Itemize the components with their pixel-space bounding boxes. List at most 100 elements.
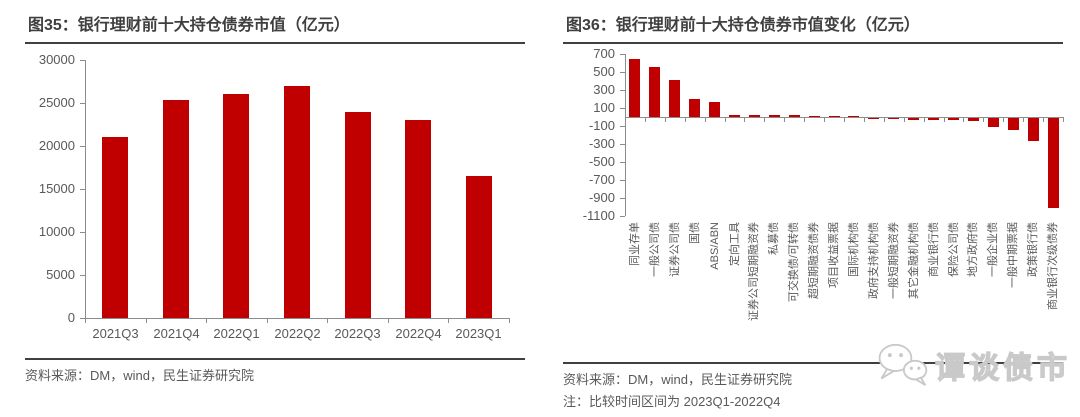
x-tick (963, 118, 964, 122)
y-tick-label: 10000 (38, 224, 75, 239)
x-axis-line (85, 318, 510, 319)
y-axis-line (625, 54, 626, 216)
bar (466, 176, 492, 318)
bar (908, 118, 919, 120)
x-axis-line (625, 117, 1064, 118)
y-tick-label: 20000 (38, 138, 75, 153)
y-tick-label: -1100 (582, 208, 615, 223)
y-tick-label: -500 (588, 154, 615, 169)
x-category-label: 保险公司债 (948, 222, 960, 277)
x-category-label: 2021Q3 (92, 326, 139, 341)
figure-35-source: 资料来源：DM，wind，民生证券研究院 (25, 368, 254, 383)
x-category-label: 其它金融机构债 (908, 222, 920, 299)
y-tick (620, 198, 625, 199)
y-tick (80, 103, 85, 104)
bar (769, 115, 780, 117)
y-tick (80, 189, 85, 190)
y-tick (620, 162, 625, 163)
bar (789, 115, 800, 117)
x-tick (725, 118, 726, 122)
x-tick (327, 319, 328, 323)
figure-35-panel: 图35：银行理财前十大持仓债券市值（亿元） 0 5000 10000 15000 200… (25, 16, 525, 383)
x-tick (267, 319, 268, 323)
x-category-label: 可交换债/可转债 (788, 222, 800, 303)
figure-36-source: 资料来源：DM，wind，民生证券研究院 (563, 372, 792, 387)
bar (988, 118, 999, 127)
y-tick-label: -700 (588, 172, 615, 187)
y-tick (80, 232, 85, 233)
bar (163, 100, 189, 318)
x-category-label: 定向工具 (729, 222, 741, 266)
watermark-text: 谭谈债市 (934, 351, 1071, 385)
bar (689, 99, 700, 117)
x-tick (764, 118, 765, 122)
x-tick (206, 319, 207, 323)
x-tick (983, 118, 984, 122)
y-tick-label: 15000 (38, 181, 75, 196)
y-tick-label: -900 (588, 190, 615, 205)
x-tick (784, 118, 785, 122)
y-tick-label: 5000 (46, 267, 75, 282)
x-category-label: 2022Q2 (274, 326, 321, 341)
y-tick (620, 72, 625, 73)
x-tick (645, 118, 646, 122)
x-tick (625, 118, 626, 122)
watermark: 谭谈债市 (873, 340, 1071, 389)
bar (629, 59, 640, 117)
x-tick (1023, 118, 1024, 122)
bar (848, 116, 859, 117)
x-category-label: 项目收益票据 (828, 222, 840, 288)
bar (948, 118, 959, 120)
figure-35-chart: 0 5000 10000 15000 20000 25000 30000 2021Q3 2021… (25, 44, 525, 358)
bar (102, 137, 128, 318)
x-tick (804, 118, 805, 122)
bar (868, 118, 879, 119)
x-tick (388, 319, 389, 323)
x-tick (844, 118, 845, 122)
x-category-label: 2022Q1 (213, 326, 260, 341)
bar (669, 80, 680, 117)
x-category-label: 地方政府债 (967, 222, 979, 277)
figure-36-note: 注：比较时间区间为 2023Q1-2022Q4 (563, 394, 781, 409)
bar (649, 67, 660, 117)
bar (1008, 118, 1019, 130)
bar (968, 118, 979, 121)
x-category-label: 超短期融资债券 (808, 222, 820, 299)
x-category-label: 证券公司债 (669, 222, 681, 277)
y-tick (80, 146, 85, 147)
y-tick-label: -100 (588, 118, 615, 133)
bar (1028, 118, 1039, 141)
x-tick (944, 118, 945, 122)
x-tick (85, 319, 86, 323)
x-category-label: 政策银行债 (1027, 222, 1039, 277)
y-tick (80, 60, 85, 61)
y-tick (620, 126, 625, 127)
x-category-label: 证券公司短期融资券 (748, 222, 760, 321)
x-tick (1063, 118, 1064, 122)
figure-36-title: 图36：银行理财前十大持仓债券市值变化（亿元） (563, 16, 1063, 44)
x-category-label: 一般公司债 (649, 222, 661, 277)
x-category-label: ABS/ABN (709, 222, 721, 270)
x-tick (685, 118, 686, 122)
bar (809, 116, 820, 117)
y-tick-label: 30000 (38, 52, 75, 67)
y-tick-label: 0 (67, 310, 75, 325)
figure-36-chart: -1100 -900 -700 -500 -300 -100 100 300 500 700 同业存… (563, 44, 1064, 362)
x-tick (509, 319, 510, 323)
bar (345, 112, 371, 318)
bar (749, 115, 760, 117)
x-category-label: 国际机构债 (848, 222, 860, 277)
y-tick-label: -300 (588, 136, 615, 151)
bar (928, 118, 939, 120)
figure-35-title: 图35：银行理财前十大持仓债券市值（亿元） (25, 16, 525, 44)
y-tick (80, 275, 85, 276)
x-tick (146, 319, 147, 323)
bar (223, 94, 249, 318)
x-tick (705, 118, 706, 122)
x-tick (1003, 118, 1004, 122)
x-category-label: 2022Q3 (334, 326, 381, 341)
y-tick-label: 500 (593, 64, 615, 79)
x-tick (864, 118, 865, 122)
y-tick (80, 318, 85, 319)
